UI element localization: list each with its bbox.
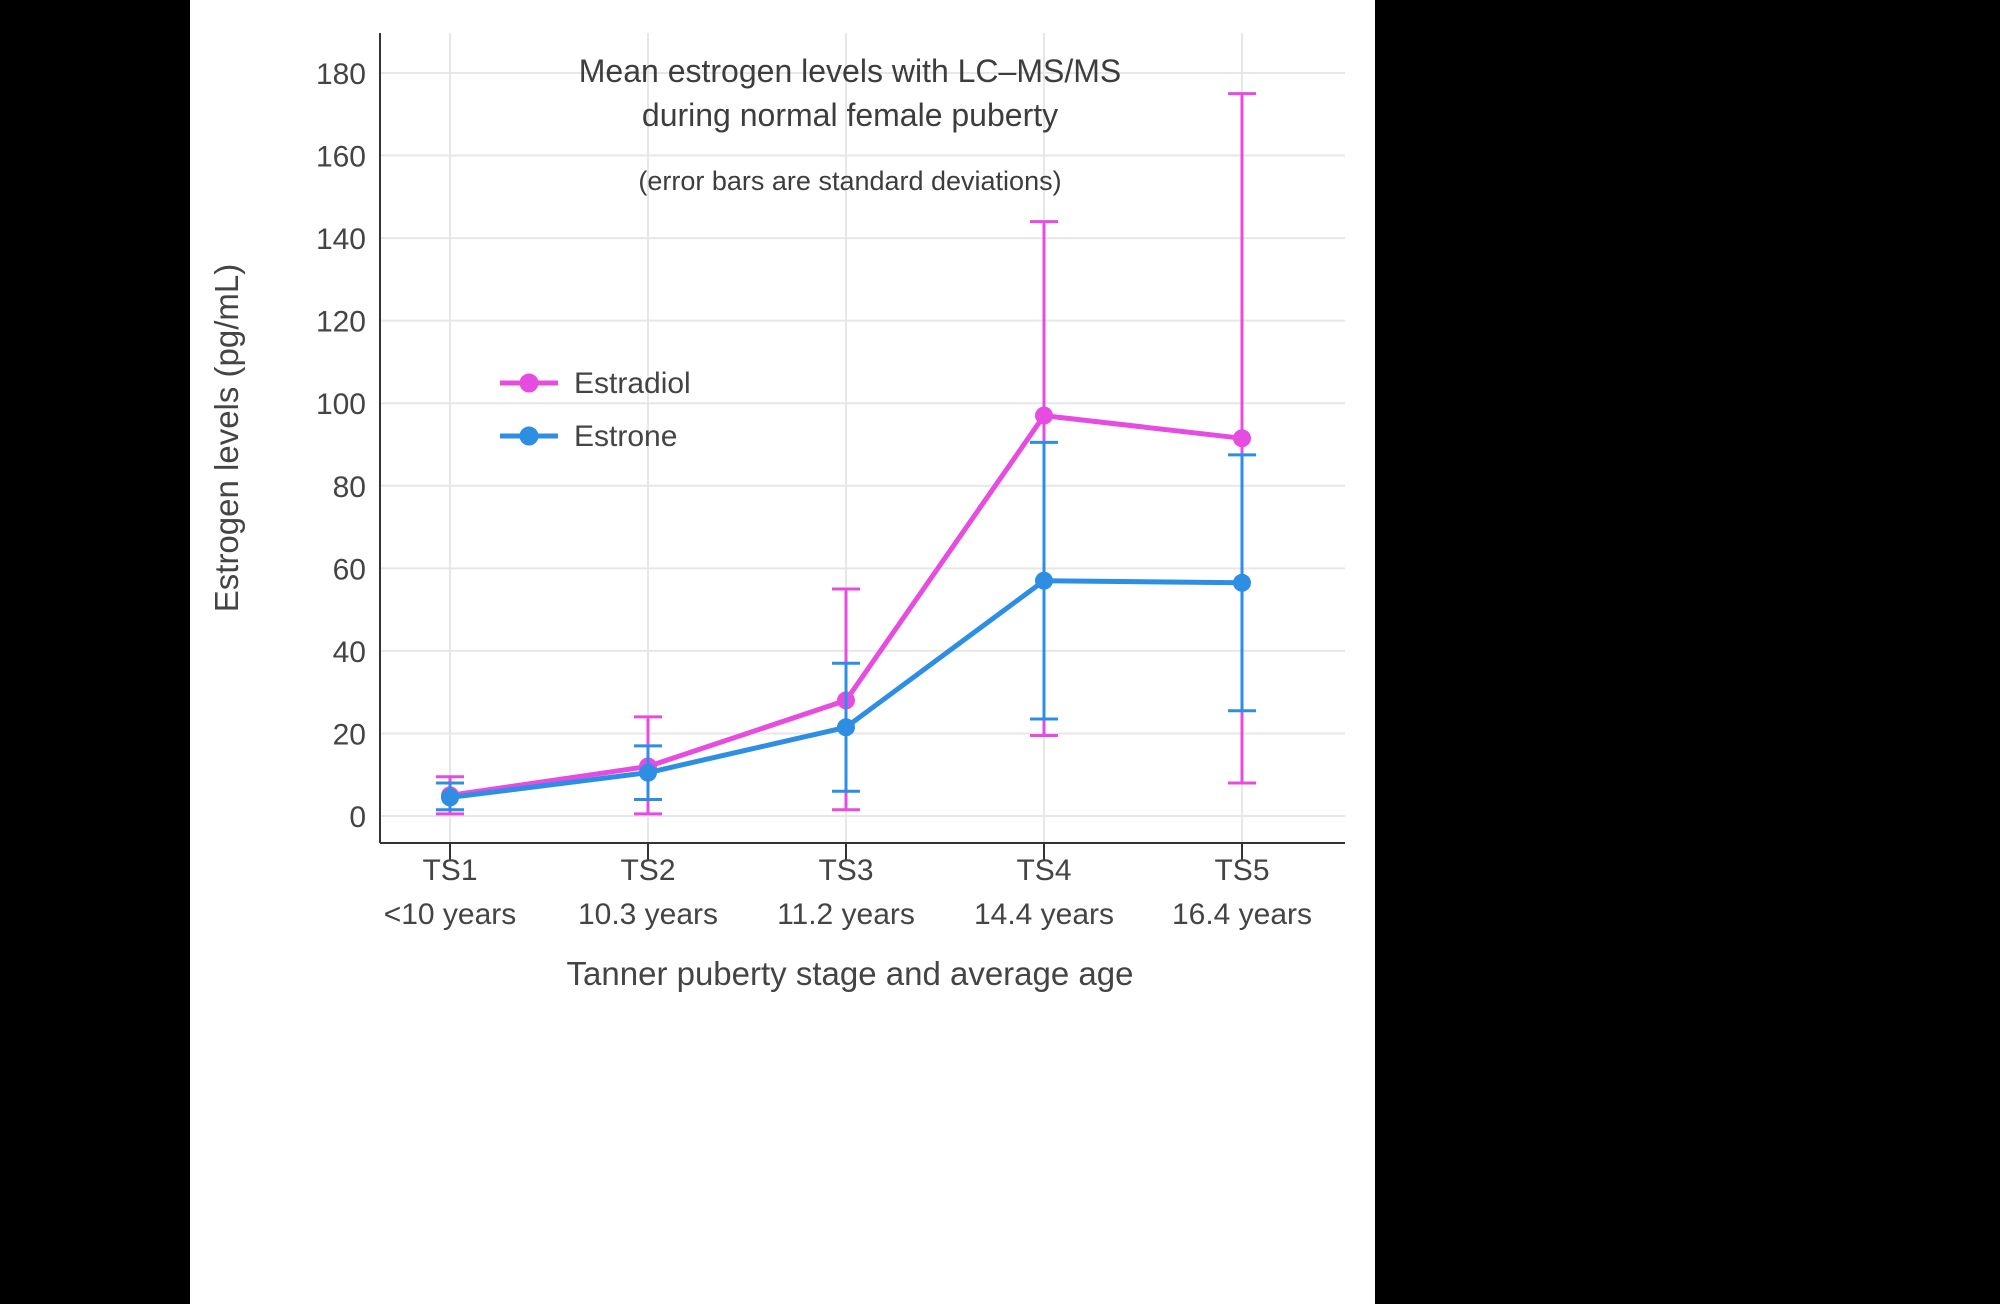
y-tick-label: 0 [349, 801, 366, 834]
legend-marker-estrone [519, 426, 539, 446]
legend-item-estradiol[interactable]: Estradiol [500, 367, 691, 400]
chart-figure: 0 20 40 60 80 100 120 140 160 180 TS1 TS2 TS3 TS4 TS5 <… [190, 0, 1375, 1304]
x-tick-label: TS5 [1214, 854, 1269, 887]
chart-title-line1: Mean estrogen levels with LC–MS/MS [579, 53, 1121, 89]
legend-item-estrone[interactable]: Estrone [500, 420, 677, 453]
y-tick-label: 120 [316, 306, 366, 339]
x-tick-label: TS3 [818, 854, 873, 887]
x-tick-sublabel: 16.4 years [1172, 898, 1312, 931]
x-tick-sublabel: 11.2 years [777, 898, 915, 931]
legend-label-estrone: Estrone [574, 420, 677, 453]
y-axis-title: Estrogen levels (pg/mL) [208, 264, 245, 612]
chart-title-line2: during normal female puberty [642, 97, 1058, 133]
data-point[interactable] [639, 763, 657, 782]
data-point[interactable] [1233, 573, 1251, 592]
legend-marker-estradiol [519, 373, 539, 393]
series-estrone [436, 440, 1256, 812]
data-point[interactable] [837, 718, 855, 737]
axes [379, 33, 1345, 860]
y-tick-label: 160 [316, 141, 366, 174]
y-tick-label: 180 [316, 58, 366, 91]
y-tick-label: 140 [316, 223, 366, 256]
x-tick-label: TS4 [1016, 854, 1071, 887]
data-point[interactable] [1233, 429, 1251, 448]
chart-subtitle: (error bars are standard deviations) [638, 166, 1061, 196]
series-layer [436, 92, 1256, 816]
data-point[interactable] [1035, 406, 1053, 425]
y-tick-label: 40 [333, 636, 366, 669]
y-tick-label: 20 [333, 718, 366, 751]
x-tick-sublabel: 10.3 years [578, 898, 718, 931]
x-tick-sublabel: 14.4 years [974, 898, 1114, 931]
x-axis-title: Tanner puberty stage and average age [567, 955, 1134, 992]
data-point[interactable] [441, 788, 459, 807]
y-tick-label: 80 [333, 471, 366, 504]
legend: Estradiol Estrone [500, 367, 691, 453]
y-tick-label: 100 [316, 388, 366, 421]
tick-labels: 0 20 40 60 80 100 120 140 160 180 TS1 TS2 TS3 TS4 TS5 <… [316, 58, 1312, 931]
legend-label-estradiol: Estradiol [574, 367, 691, 400]
y-tick-label: 60 [333, 553, 366, 586]
x-tick-label: TS2 [620, 854, 675, 887]
x-tick-sublabel: <10 years [384, 898, 517, 931]
x-tick-label: TS1 [422, 854, 477, 887]
data-point[interactable] [1035, 571, 1053, 590]
chart: 0 20 40 60 80 100 120 140 160 180 TS1 TS2 TS3 TS4 TS5 <… [208, 33, 1345, 992]
